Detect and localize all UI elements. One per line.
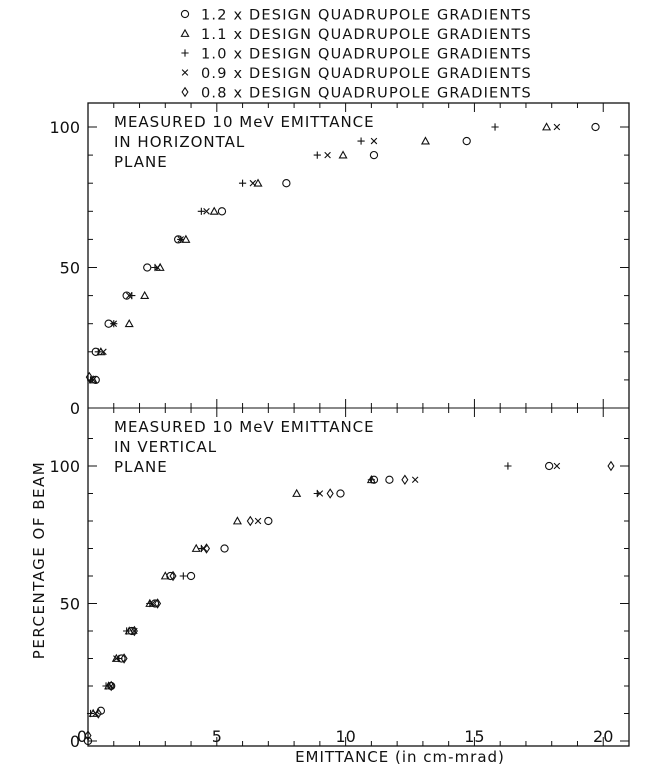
data-point-diamond	[401, 474, 409, 486]
data-point-cross	[553, 123, 561, 131]
data-point-cross	[125, 292, 133, 299]
legend: 1.2 x DESIGN QUADRUPOLE GRADIENTS 1.1 x D…	[180, 8, 532, 102]
data-point-cross	[203, 208, 210, 215]
data-point-plus	[123, 627, 131, 635]
x-axis-label: EMITTANCE (in cm-mrad)	[295, 748, 505, 765]
data-point-triangle	[420, 136, 431, 145]
legend-label: 1.2 x DESIGN QUADRUPOLE GRADIENTS	[201, 8, 532, 24]
data-point-triangle	[124, 318, 134, 328]
data-point-circle	[217, 207, 227, 216]
data-point-diamond	[246, 515, 254, 527]
data-point-triangle	[292, 488, 302, 497]
data-point-cross	[154, 264, 161, 271]
data-point-circle	[336, 489, 345, 498]
data-point-triangle	[209, 206, 219, 215]
data-point-plus	[197, 207, 205, 215]
y-tick-label: 100	[49, 457, 80, 476]
horizontal-plane-panel: 0 50 100 MEASURED 10 MeV EMITTANCE IN HORIZO…	[49, 103, 630, 418]
data-point-diamond	[107, 680, 115, 692]
panel-title-line: IN HORIZONTAL	[114, 133, 245, 151]
data-point-cross	[177, 236, 185, 243]
y-tick-label: 50	[60, 595, 80, 614]
data-point-plus	[238, 179, 247, 187]
data-point-circle	[83, 736, 93, 746]
data-point-cross	[254, 517, 262, 525]
data-point-diamond	[326, 488, 334, 499]
data-point-plus	[94, 348, 102, 356]
data-point-plus	[179, 572, 187, 580]
data-point-circle	[143, 263, 152, 272]
data-point-plus	[86, 709, 95, 718]
data-point-cross	[149, 600, 156, 607]
data-point-circle	[462, 136, 471, 146]
y-axis-label: PERCENTAGE OF BEAM	[30, 461, 48, 659]
data-point-plus	[357, 137, 365, 145]
data-point-diamond	[202, 543, 211, 554]
x-tick-label: 5	[212, 727, 222, 746]
data-point-cross	[316, 490, 324, 497]
panel-title-line: MEASURED 10 MeV EMITTANCE	[114, 113, 375, 131]
data-point-diamond	[94, 708, 102, 719]
data-point-triangle	[253, 178, 263, 187]
data-point-cross	[324, 151, 331, 159]
data-point-plus	[491, 123, 499, 131]
x-tick-label: 0	[77, 727, 87, 746]
data-point-diamond	[169, 570, 177, 582]
legend-label: 1.0 x DESIGN QUADRUPOLE GRADIENTS	[201, 47, 532, 63]
panel-title-line: PLANE	[114, 458, 168, 476]
data-point-plus	[313, 151, 321, 159]
data-point-circle	[591, 122, 600, 132]
data-point-circle	[385, 475, 394, 484]
data-point-cross	[249, 179, 257, 187]
data-point-diamond	[84, 730, 92, 741]
legend-marker-plus	[181, 49, 189, 57]
vertical-plane-panel: 0 50 100 0 5 10 15 20 MEASURED 10 MeV EMITTANCE I…	[49, 408, 630, 751]
data-point-triangle	[542, 122, 552, 131]
x-tick-label: 15	[464, 727, 484, 746]
panel-title-line: MEASURED 10 MeV EMITTANCE	[114, 418, 375, 436]
y-tick-label: 100	[49, 118, 80, 137]
data-point-cross	[411, 476, 419, 484]
data-point-circle	[544, 461, 554, 471]
data-point-cross	[100, 348, 107, 356]
data-point-circle	[369, 150, 379, 160]
plot-frame	[87, 102, 630, 747]
data-point-plus	[504, 462, 512, 470]
legend-marker-cross	[181, 69, 189, 76]
x-tick-label: 20	[593, 727, 613, 746]
legend-label: 0.9 x DESIGN QUADRUPOLE GRADIENTS	[201, 66, 532, 82]
legend-marker-triangle	[180, 28, 190, 37]
data-point-diamond	[154, 598, 162, 609]
data-point-triangle	[338, 150, 348, 159]
y-tick-label: 50	[60, 259, 80, 278]
data-point-triangle	[232, 516, 242, 525]
panel-title-line: IN VERTICAL	[114, 438, 217, 456]
data-point-cross	[113, 655, 120, 662]
legend-label: 0.8 x DESIGN QUADRUPOLE GRADIENTS	[201, 86, 532, 102]
data-point-diamond	[120, 653, 128, 664]
data-point-plus	[367, 476, 375, 484]
data-point-cross	[553, 462, 561, 470]
legend-label: 1.1 x DESIGN QUADRUPOLE GRADIENTS	[201, 27, 532, 43]
data-point-circle	[220, 544, 229, 553]
legend-marker-circle	[180, 9, 190, 19]
data-point-circle	[186, 571, 196, 581]
legend-marker-diamond	[181, 86, 189, 98]
data-point-cross	[110, 320, 118, 327]
data-point-triangle	[140, 290, 150, 300]
data-point-circle	[282, 179, 291, 188]
panel-title-line: PLANE	[114, 153, 168, 171]
y-tick-label: 0	[70, 732, 80, 751]
x-tick-label: 10	[335, 727, 355, 746]
data-point-triangle	[160, 571, 170, 580]
data-point-diamond	[607, 460, 615, 472]
y-tick-label: 0	[70, 399, 80, 418]
data-point-circle	[264, 516, 273, 526]
data-point-diamond	[85, 371, 93, 383]
data-point-cross	[370, 137, 378, 145]
data-point-diamond	[130, 625, 138, 637]
